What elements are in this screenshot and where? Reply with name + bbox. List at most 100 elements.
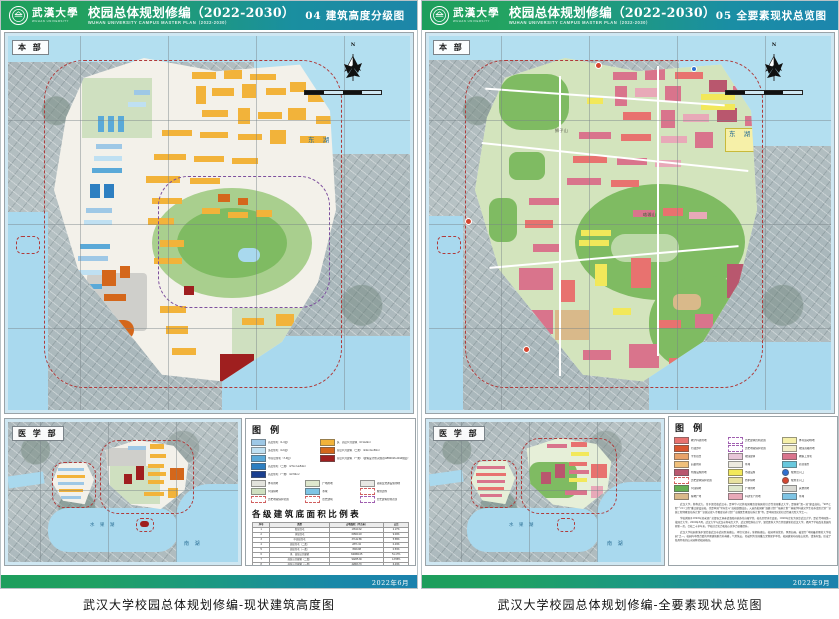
- legend-item: 商业服务: [782, 461, 832, 468]
- legend-swatch: [782, 493, 797, 500]
- university-name-cn: 武漢大學: [453, 7, 500, 19]
- sheet-header-04: 武漢大學 WUHAN UNIVERSITY 校园总体规划修编（2022-2030…: [1, 1, 417, 30]
- historic-district-boundary: [158, 176, 330, 308]
- legend-swatch: [674, 445, 689, 452]
- sheet-panel-05: 武漢大學 WUHAN UNIVERSITY 校园总体规划修编（2022-2030…: [421, 0, 839, 589]
- sheet-header-05: 武漢大學 WUHAN UNIVERSITY 校园总体规划修编（2022-2030…: [422, 1, 838, 30]
- lake-label-shuiguohu: 水 果 湖: [90, 523, 117, 528]
- legend-swatch: [728, 493, 743, 500]
- place-label-shizishan: 狮子山: [555, 128, 569, 133]
- legend-title: 图 例: [252, 426, 283, 436]
- legend-swatch: [782, 445, 797, 452]
- legend-item: 高层住宅（一类）（H>54m）: [251, 471, 316, 478]
- compass-north-label: N: [771, 42, 777, 48]
- university-name-cn: 武漢大學: [32, 7, 79, 19]
- lake-label-east: 东 湖: [729, 130, 754, 138]
- legend-item: 多、高层公共建筑（3<H≤9m）: [319, 439, 410, 446]
- legend-landuse-grid: 体育用地 广场用地 道路及交通设施用地 公园绿地 水域 规划边界 历史地段保护范…: [246, 480, 415, 503]
- description-paragraph: 武汉大学，简称武大，位于湖北省武汉市，是中华人民共和国教育部直属的综合性全国重点…: [675, 503, 831, 515]
- green-hill-core: [177, 208, 287, 278]
- legend-item: 防护绿地: [728, 477, 778, 484]
- legend-item: 水域: [728, 461, 778, 468]
- legend-item: 高层公共建筑（二类）（24m<H≤50m）: [319, 447, 410, 454]
- legend-swatch: [251, 439, 266, 446]
- compass-rose-icon: N: [338, 42, 368, 86]
- medical-campus-map-04[interactable]: 水 果 湖 南 湖 医 学 部: [4, 418, 242, 566]
- legend-swatch: [251, 480, 266, 487]
- legend-swatch: [782, 453, 797, 460]
- legend-item: 广场用地: [305, 480, 355, 487]
- medical-campus-label: 医 学 部: [12, 426, 64, 441]
- campus-planning-boundary: [44, 60, 342, 388]
- lake-label-east: 东 湖: [308, 136, 333, 144]
- sheet-footer-05: 2022年9月: [422, 575, 838, 588]
- legend-swatch: [782, 461, 797, 468]
- legend-swatch-point: [782, 477, 789, 484]
- legend-item: 行政办公: [674, 445, 724, 452]
- legend-swatch-dashed-purple: [728, 445, 743, 452]
- university-seal-icon: [9, 6, 28, 25]
- green-north: [82, 78, 152, 138]
- legend-swatch-point: [782, 469, 789, 476]
- legend-items-grid: 高层住宅（1-3层） 多、高层公共建筑（3<H≤9m） 多层住宅（4-6层） 高…: [246, 439, 415, 478]
- legend-swatch: [251, 471, 266, 478]
- lake-label-shuiguohu: 水 果 湖: [509, 523, 536, 528]
- legend-item: 体育用地: [251, 480, 301, 487]
- legend-item: 规划边界: [359, 488, 410, 495]
- university-name-en: WUHAN UNIVERSITY: [32, 19, 69, 23]
- legend-swatch-dashed: [251, 496, 266, 503]
- compass-rose-icon: N: [759, 42, 789, 86]
- entrance-marker-main: [595, 62, 602, 69]
- legend-swatch: [728, 453, 743, 460]
- legend-item: 科研生产用地: [728, 493, 778, 500]
- place-label-hill: 珞珈山: [643, 212, 657, 217]
- legend-swatch: [728, 461, 743, 468]
- legend-title: 图 例: [675, 424, 706, 434]
- entrance-marker-planned: [691, 66, 697, 72]
- legend-swatch: [674, 469, 689, 476]
- legend-swatch-dashed: [305, 496, 321, 503]
- legend-item-spacer: [320, 471, 410, 478]
- lake-label-nanhu: 南 湖: [607, 541, 625, 547]
- main-campus-map-04[interactable]: 东 湖 本 部 N: [4, 32, 414, 414]
- legend-item: 高层公共建筑（一类）（建筑设计防火规范GB50016-2014规定）: [319, 455, 410, 462]
- university-name-block: 武漢大學 WUHAN UNIVERSITY: [453, 7, 500, 24]
- sheet-title-block: 校园总体规划修编（2022-2030） WUHAN UNIVERSITY CAM…: [88, 5, 295, 26]
- description-paragraph: 学校溯源于1893年清末湖广总督张之洞奏请清政府创办的自强学堂，校名历经多次变更…: [675, 516, 831, 528]
- entrance-marker-west: [465, 218, 472, 225]
- legend-swatch: [674, 461, 689, 468]
- legend-item: 附属设施用地: [674, 469, 724, 476]
- legend-item: 教学科研用地: [674, 437, 724, 444]
- legend-item: 水域: [782, 493, 832, 500]
- legend-swatch: [319, 447, 335, 454]
- main-campus-map-05[interactable]: 珞珈山 狮子山 东 湖 本 部 N: [425, 32, 835, 414]
- sheet-panel-04: 武漢大學 WUHAN UNIVERSITY 校园总体规划修编（2022-2030…: [0, 0, 418, 589]
- sheet-date: 2022年6月: [371, 579, 409, 587]
- legend-swatch-dashed-purple: [728, 437, 743, 444]
- legend-swatch: [728, 469, 743, 476]
- legend-item: 市政设施: [728, 469, 778, 476]
- legend-item: 高层住宅（二类）（27m<H≤54m）: [251, 463, 316, 470]
- entrance-marker-south: [523, 346, 530, 353]
- map-scale-bar: [304, 90, 382, 95]
- legend-swatch-dashed: [359, 488, 375, 495]
- legend-swatch: [674, 437, 689, 444]
- legend-item: 公园绿地: [251, 488, 301, 495]
- description-paragraph: 武汉大学校园坐落于湖北省武汉市武昌区珞珈山，环绕东湖水，坐拥珞珈山，校园环境优美…: [675, 530, 831, 542]
- legend-item: 规划主入口: [782, 477, 832, 484]
- water-west-channel: [8, 212, 48, 410]
- legend-item: 公园绿地: [674, 485, 724, 492]
- sheet-title-block: 校园总体规划修编（2022-2030） WUHAN UNIVERSITY CAM…: [509, 5, 716, 26]
- legend-item: 校园建筑: [728, 453, 778, 460]
- legend-swatch: [251, 447, 266, 454]
- legend-swatch-outline: [674, 477, 689, 484]
- legend-item: 历史地段保护范围: [728, 445, 778, 452]
- legend-swatch: [728, 485, 743, 492]
- legend-swatch: [782, 437, 797, 444]
- legend-item: 历史建筑控制范围: [728, 437, 778, 444]
- legend-swatch: [251, 455, 266, 462]
- map-scale-bar: [725, 90, 803, 95]
- table-row: 8 高层公共建筑（一类） 42803.70 6.43%: [251, 562, 409, 565]
- medical-campus-map-05[interactable]: 水 果 湖 南 湖 医 学 部: [425, 418, 665, 566]
